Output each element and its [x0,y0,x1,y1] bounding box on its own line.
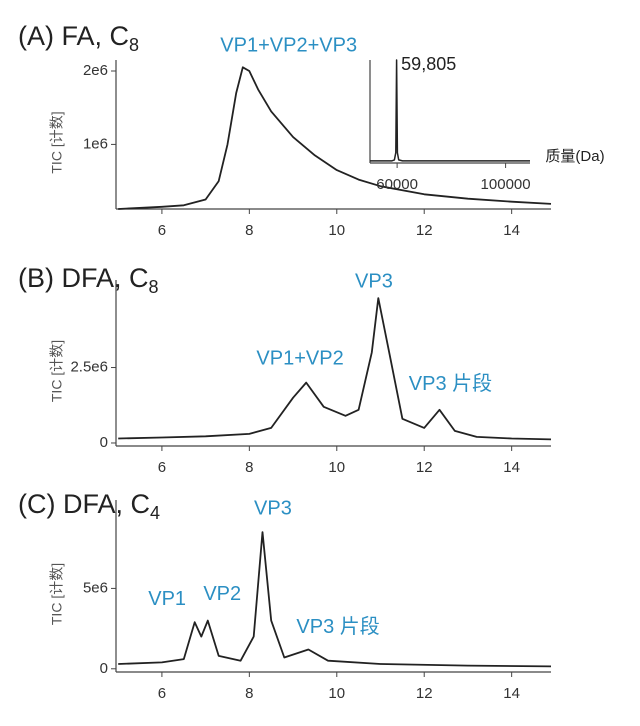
x-axis-label: 质量(Da) [545,148,604,165]
x-tick-label: 10 [328,685,345,702]
panel-title-subscript: 8 [129,35,139,55]
panel-title-text: (A) FA, C [18,21,129,51]
x-tick-label: 8 [245,685,253,702]
annotation: VP3 [355,270,393,292]
x-tick-label: 6 [158,222,166,239]
panel-title-text: (B) DFA, C [18,263,149,293]
y-tick-label: 0 [100,660,108,677]
y-tick-label: 2e6 [83,62,108,79]
y-axis-label: TIC [计数] [49,563,65,625]
y-axis-label: TIC [计数] [49,340,65,402]
annotation: VP3 片段 [296,615,379,638]
x-tick-label: 8 [245,459,253,476]
x-tick-label: 12 [416,685,433,702]
panel-title-subscript: 8 [149,277,159,297]
y-tick-label: 5e6 [83,579,108,596]
annotation: VP1+VP2 [256,348,343,370]
x-tick-label: 100000 [481,176,531,193]
annotation: VP2 [203,583,241,605]
x-tick-label: 10 [328,459,345,476]
y-tick-label: 2.5e6 [70,358,108,375]
annotation: VP3 片段 [409,372,492,395]
trace [118,531,552,668]
panel-title: (C) DFA, C4 [18,489,160,523]
panel-title-text: (C) DFA, C [18,489,150,519]
y-tick-label: 1e6 [83,135,108,152]
annotation: 59,805 [401,54,456,74]
y-tick-label: 0 [100,434,108,451]
trace [370,59,530,162]
y-axis-label: TIC [计数] [49,111,65,173]
x-tick-label: 8 [245,222,253,239]
x-tick-label: 12 [416,459,433,476]
panel-title: (B) DFA, C8 [18,263,159,297]
trace [118,66,552,210]
x-tick-label: 14 [503,685,520,702]
x-tick-label: 10 [328,222,345,239]
x-tick-label: 6 [158,685,166,702]
x-tick-label: 12 [416,222,433,239]
panel-title: (A) FA, C8 [18,21,139,55]
panel-title-subscript: 4 [150,503,160,523]
x-tick-label: 14 [503,222,520,239]
x-tick-label: 60000 [376,176,418,193]
annotation: VP3 [254,497,292,519]
trace [118,297,552,441]
x-tick-label: 14 [503,459,520,476]
annotation: VP1+VP2+VP3 [220,34,357,56]
annotation: VP1 [148,588,186,610]
x-tick-label: 6 [158,459,166,476]
